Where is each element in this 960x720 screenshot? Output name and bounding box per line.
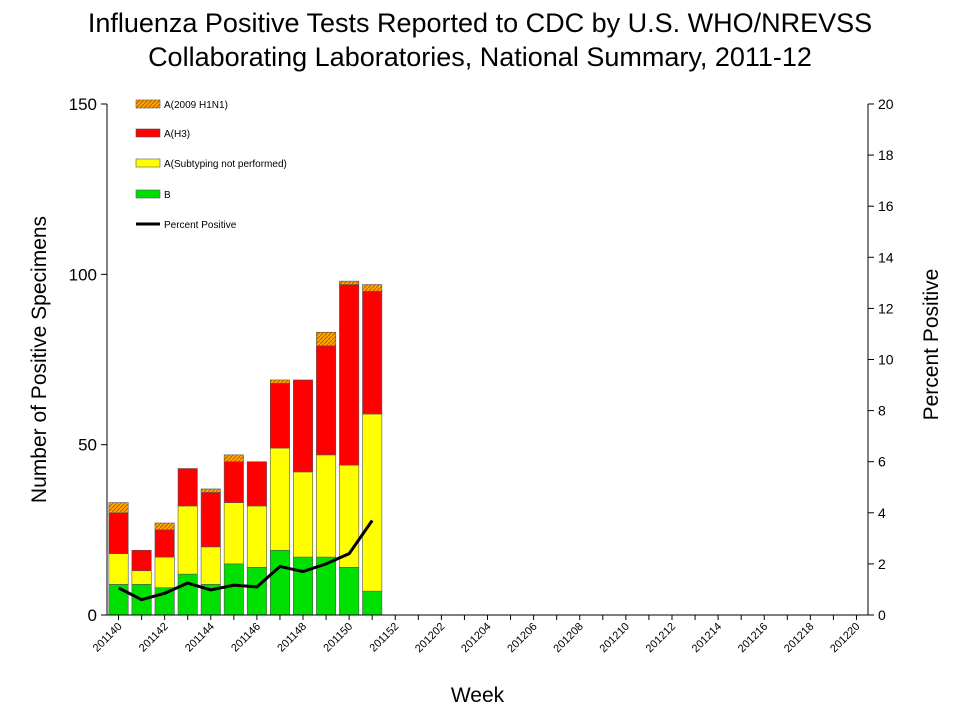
- bar-segment: [339, 284, 360, 466]
- y-tick-label: 50: [78, 436, 97, 455]
- bar-segment: [362, 590, 383, 616]
- y2-tick-label: 6: [878, 454, 886, 470]
- bar-segment: [269, 383, 290, 449]
- bar-segment: [316, 454, 337, 558]
- x-tick-label: 201216: [736, 621, 770, 655]
- x-tick-label: 201140: [91, 621, 125, 655]
- bar-segment: [293, 379, 314, 473]
- x-tick-label: 201204: [459, 621, 493, 655]
- x-tick-label: 201206: [505, 621, 539, 655]
- legend-label: A(H3): [164, 129, 190, 140]
- bar-segment: [269, 379, 290, 384]
- x-tick-label: 201214: [690, 621, 724, 655]
- y2-axis-title: Percent Positive: [920, 269, 943, 421]
- bar-segment: [246, 461, 267, 507]
- bar-segment: [362, 284, 383, 292]
- y2-tick-label: 20: [878, 96, 894, 112]
- bar-segment: [154, 556, 175, 589]
- y-tick-label: 100: [69, 265, 97, 284]
- y2-tick-label: 18: [878, 147, 894, 163]
- bar-segment: [246, 567, 267, 616]
- x-tick-label: 201220: [828, 621, 862, 655]
- bar-segment: [269, 447, 290, 551]
- x-tick-label: 201208: [551, 621, 585, 655]
- legend-swatch: [135, 99, 161, 109]
- x-tick-label: 201146: [229, 621, 263, 655]
- y2-tick-label: 0: [878, 607, 886, 623]
- bar-segment: [108, 553, 129, 585]
- bar-segment: [362, 413, 383, 592]
- x-tick-label: 201210: [598, 621, 632, 655]
- bar-segment: [223, 454, 244, 462]
- y-axis-title: Number of Positive Specimens: [28, 216, 51, 503]
- y2-tick-label: 14: [878, 249, 894, 265]
- legend-swatch: [135, 189, 161, 199]
- bar-segment: [131, 570, 152, 585]
- y-tick-label: 150: [69, 95, 97, 114]
- bar-segment: [223, 563, 244, 616]
- legend-swatch: [135, 158, 161, 168]
- y2-tick-label: 16: [878, 198, 894, 214]
- x-tick-label: 201142: [137, 621, 171, 655]
- bar-segment: [177, 573, 198, 616]
- bar-segment: [293, 471, 314, 558]
- x-tick-label: 201212: [644, 621, 678, 655]
- bar-segment: [316, 331, 337, 347]
- y2-tick-label: 12: [878, 300, 894, 316]
- y2-tick-label: 4: [878, 505, 886, 521]
- bar-segment: [223, 461, 244, 503]
- bar-segment: [269, 549, 290, 616]
- y-tick-label: 0: [88, 606, 97, 625]
- x-axis-title: Week: [451, 684, 505, 707]
- y2-tick-label: 8: [878, 403, 886, 419]
- bar-segment: [177, 468, 198, 507]
- bar-segment: [316, 345, 337, 456]
- bar-segment: [200, 492, 221, 548]
- y2-tick-label: 2: [878, 556, 886, 572]
- x-tick-label: 201152: [368, 621, 402, 655]
- bar-segment: [108, 502, 129, 514]
- bar-segment: [223, 502, 244, 565]
- bar-segment: [339, 567, 360, 616]
- bar-segment: [339, 280, 360, 285]
- percent-line: [117, 519, 374, 602]
- bar-segment: [362, 291, 383, 415]
- legend-label: Percent Positive: [164, 220, 237, 231]
- x-tick-label: 201144: [183, 621, 217, 655]
- bar-segment: [108, 512, 129, 554]
- bar-segment: [131, 549, 152, 572]
- bar-segment: [200, 488, 221, 493]
- legend-label: A(Subtyping not performed): [164, 159, 287, 170]
- x-tick-label: 201150: [321, 621, 355, 655]
- bar-segment: [246, 505, 267, 568]
- bar-segment: [154, 522, 175, 531]
- bar-segment: [177, 505, 198, 575]
- y2-tick-label: 10: [878, 352, 894, 368]
- legend-swatch: [135, 128, 161, 138]
- x-tick-label: 201148: [275, 621, 309, 655]
- bar-segment: [200, 546, 221, 585]
- legend-label: B: [164, 190, 171, 201]
- legend-label: A(2009 H1N1): [164, 100, 228, 111]
- x-tick-label: 201202: [413, 621, 447, 655]
- bar-segment: [154, 529, 175, 558]
- bar-segment: [293, 556, 314, 616]
- x-tick-label: 201218: [782, 621, 816, 655]
- chart-title: Influenza Positive Tests Reported to CDC…: [87, 8, 873, 72]
